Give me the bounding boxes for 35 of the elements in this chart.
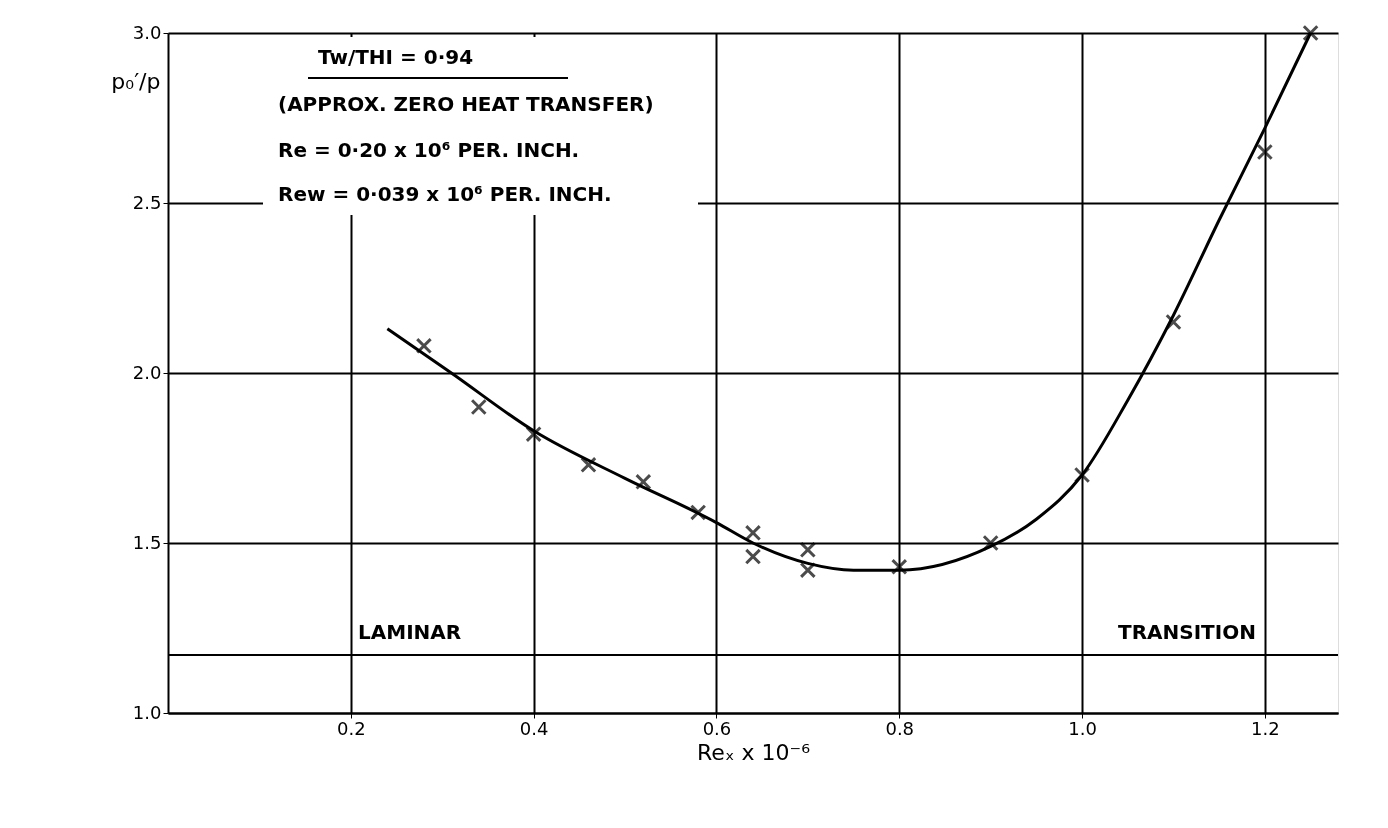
point	[470, 398, 487, 416]
point	[525, 425, 542, 443]
annotation: Rew = 0·039 x 10⁶ PER. INCH.	[278, 182, 612, 206]
y-tick-label: 1.0	[132, 701, 162, 723]
annotation: TRANSITION	[1118, 620, 1256, 644]
point	[1073, 466, 1091, 484]
point	[744, 524, 762, 542]
point	[1302, 24, 1319, 42]
annotation: (APPROX. ZERO HEAT TRANSFER)	[278, 92, 654, 116]
x-tick-label: 1.2	[1251, 717, 1280, 739]
y-axis-title: p₀′/p	[111, 68, 161, 94]
x-tick-label: 1.0	[1068, 717, 1097, 739]
point	[1256, 143, 1274, 161]
point	[744, 548, 762, 565]
y-tick-label: 1.5	[132, 531, 162, 553]
x-tick-label: 0.6	[702, 717, 732, 739]
annotation: Tw/THI = 0·94	[318, 45, 474, 69]
point	[635, 473, 652, 491]
point	[799, 541, 817, 559]
y-tick-label: 3.0	[132, 21, 162, 43]
y-tick-label: 2.5	[132, 191, 162, 213]
point	[689, 504, 707, 521]
point	[982, 534, 999, 552]
point	[580, 456, 597, 474]
point	[799, 561, 817, 579]
annotation: Re = 0·20 x 10⁶ PER. INCH.	[278, 138, 580, 162]
x-tick-label: 0.8	[885, 717, 915, 739]
point	[415, 337, 433, 355]
y-tick-label: 2.0	[132, 361, 162, 383]
point	[891, 558, 908, 576]
point	[1165, 313, 1182, 331]
x-tick-label: 0.2	[336, 717, 366, 739]
annotation: LAMINAR	[358, 620, 462, 644]
x-tick-label: 0.4	[519, 717, 549, 739]
x-axis-title: Reₓ x 10⁻⁶	[696, 739, 811, 765]
